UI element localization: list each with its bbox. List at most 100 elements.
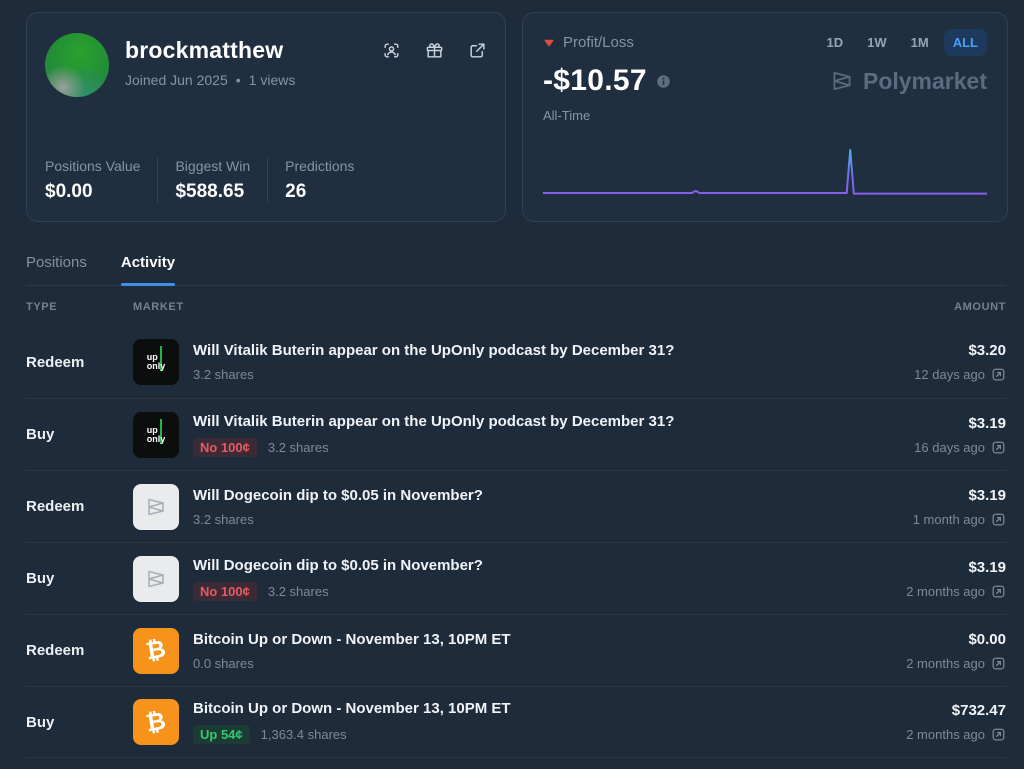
- uponly-green-line: [160, 346, 162, 371]
- amount-value: $3.19: [968, 486, 1006, 504]
- time-range-switcher: 1D 1W 1M ALL: [818, 29, 987, 56]
- time-label: 2 months ago: [906, 583, 985, 599]
- gift-icon[interactable]: [425, 41, 444, 60]
- outcome-badge: No 100¢: [193, 437, 257, 457]
- outcome-badge: No 100¢: [193, 581, 257, 601]
- market-title[interactable]: Bitcoin Up or Down - November 13, 10PM E…: [193, 700, 511, 717]
- pnl-chart: [543, 149, 987, 195]
- table-header: TYPE MARKET AMOUNT: [26, 286, 1006, 326]
- market-title[interactable]: Will Vitalik Buterin appear on the UpOnl…: [193, 342, 675, 359]
- table-row[interactable]: Redeem Will Dogecoin dip to $0.05 in Nov…: [26, 470, 1006, 542]
- market-icon-polymarket: [133, 555, 179, 602]
- header-amount: AMOUNT: [954, 301, 1006, 313]
- range-button-1w[interactable]: 1W: [867, 35, 887, 50]
- polymarket-wordmark: Polymarket: [862, 67, 987, 94]
- market-title[interactable]: Will Vitalik Buterin appear on the UpOnl…: [193, 412, 675, 430]
- time-label: 2 months ago: [906, 655, 985, 671]
- time-label: 12 days ago: [914, 367, 985, 382]
- activity-type: Buy: [26, 570, 55, 587]
- market-title[interactable]: Will Dogecoin dip to $0.05 in November?: [193, 486, 483, 504]
- time-label: 16 days ago: [914, 439, 985, 455]
- market-icon-uponly: up only: [133, 411, 179, 458]
- amount-value: $3.19: [968, 414, 1006, 432]
- pnl-label: Profit/Loss: [563, 34, 634, 51]
- polymarket-glyph-icon: [148, 498, 164, 515]
- avatar: [45, 33, 109, 97]
- shares-label: 0.0 shares: [193, 655, 254, 671]
- table-row[interactable]: Redeem up only Will Vitalik Buterin appe…: [26, 326, 1006, 398]
- table-row[interactable]: Buy Will Dogecoin dip to $0.05 in Novemb…: [26, 542, 1006, 614]
- range-button-all[interactable]: ALL: [943, 29, 987, 56]
- header-type: TYPE: [26, 301, 58, 313]
- open-activity-icon[interactable]: [991, 584, 1006, 599]
- external-link-icon[interactable]: [468, 41, 487, 60]
- amount-value: $0.00: [968, 630, 1006, 648]
- activity-type: Redeem: [26, 353, 85, 371]
- activity-type: Buy: [26, 713, 55, 731]
- top-cards: brockmatthew Joined Jun 2025 • 1 views P…: [0, 0, 1024, 222]
- open-activity-icon[interactable]: [991, 727, 1006, 742]
- username: brockmatthew: [125, 37, 284, 63]
- stat-value: $0.00: [45, 181, 93, 202]
- uponly-text-bottom: only: [146, 433, 166, 444]
- market-title[interactable]: Will Dogecoin dip to $0.05 in November?: [193, 556, 483, 574]
- open-activity-icon[interactable]: [991, 656, 1006, 671]
- profile-stats: Positions Value $0.00 Biggest Win $588.65 Pr…: [45, 158, 487, 203]
- dot-separator: •: [235, 72, 241, 88]
- range-button-1d[interactable]: 1D: [826, 35, 844, 50]
- market-icon-uponly: up only: [133, 339, 179, 385]
- amount-value: $3.20: [968, 342, 1006, 359]
- stat-value: $588.65: [175, 181, 245, 202]
- uponly-text-bottom: only: [146, 361, 166, 371]
- table-row[interactable]: Redeem ₿ Bitcoin Up or Down - November 1…: [26, 614, 1006, 686]
- shares-label: 1,363.4 shares: [260, 727, 347, 742]
- polymarket-logo-icon: [833, 72, 851, 90]
- stat-label: Biggest Win: [175, 158, 251, 174]
- uponly-green-line: [160, 418, 162, 444]
- table-row[interactable]: Buy up only Will Vitalik Buterin appear …: [26, 398, 1006, 470]
- shares-label: 3.2 shares: [267, 583, 329, 599]
- shares-label: 3.2 shares: [193, 367, 254, 382]
- profile-card: brockmatthew Joined Jun 2025 • 1 views P…: [26, 12, 506, 222]
- time-label: 1 month ago: [912, 511, 985, 527]
- views-count: 1 views: [248, 72, 296, 88]
- market-title[interactable]: Bitcoin Up or Down - November 13, 10PM E…: [193, 630, 511, 648]
- open-activity-icon[interactable]: [991, 512, 1006, 527]
- tab-activity[interactable]: Activity: [120, 254, 176, 286]
- stat-label: Predictions: [285, 158, 355, 174]
- pnl-card: Profit/Loss 1D 1W 1M ALL -$10.57 Polymarket…: [522, 12, 1008, 222]
- time-label: 2 months ago: [906, 727, 985, 742]
- bitcoin-glyph: ₿: [143, 634, 168, 666]
- market-icon-bitcoin: ₿: [133, 627, 179, 674]
- profile-stat: Biggest Win $588.65: [157, 158, 267, 203]
- tab-positions[interactable]: Positions: [26, 254, 87, 271]
- outcome-badge: Up 54¢: [193, 725, 250, 744]
- joined-date: Joined Jun 2025: [125, 72, 228, 88]
- activity-type: Buy: [26, 426, 55, 443]
- market-icon-bitcoin: ₿: [133, 699, 179, 745]
- pnl-value: -$10.57: [543, 64, 647, 97]
- bitcoin-glyph: ₿: [143, 706, 168, 737]
- shares-label: 3.2 shares: [267, 439, 329, 455]
- profile-stat: Positions Value $0.00: [45, 158, 157, 203]
- info-icon[interactable]: [656, 74, 671, 89]
- amount-value: $732.47: [951, 702, 1006, 719]
- open-activity-icon[interactable]: [991, 367, 1006, 382]
- uponly-text-top: up: [146, 424, 158, 435]
- uponly-text-top: up: [146, 352, 158, 362]
- open-activity-icon[interactable]: [991, 440, 1006, 455]
- amount-value: $3.19: [968, 558, 1006, 576]
- triangle-down-icon: [544, 39, 554, 46]
- polymarket-glyph-icon: [148, 570, 164, 587]
- stat-value: 26: [285, 181, 307, 202]
- shares-label: 3.2 shares: [193, 511, 254, 527]
- profile-stat: Predictions 26: [267, 158, 371, 203]
- activity-type: Redeem: [26, 498, 85, 515]
- activity-list: Redeem up only Will Vitalik Buterin appe…: [26, 326, 1006, 758]
- market-icon-polymarket: [133, 483, 179, 530]
- pnl-line: [543, 149, 987, 195]
- scan-profile-icon[interactable]: [382, 41, 401, 60]
- table-row[interactable]: Buy ₿ Bitcoin Up or Down - November 13, …: [26, 686, 1006, 758]
- pnl-period: All-Time: [543, 108, 591, 123]
- range-button-1m[interactable]: 1M: [910, 35, 929, 50]
